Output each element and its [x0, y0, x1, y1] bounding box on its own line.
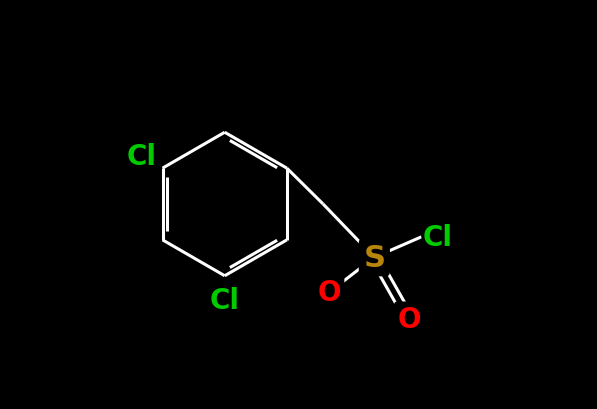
Text: S: S: [364, 243, 385, 272]
Text: O: O: [318, 279, 341, 306]
Text: Cl: Cl: [126, 142, 156, 171]
Text: Cl: Cl: [423, 223, 453, 251]
Text: Cl: Cl: [210, 287, 240, 315]
Text: O: O: [398, 305, 421, 333]
